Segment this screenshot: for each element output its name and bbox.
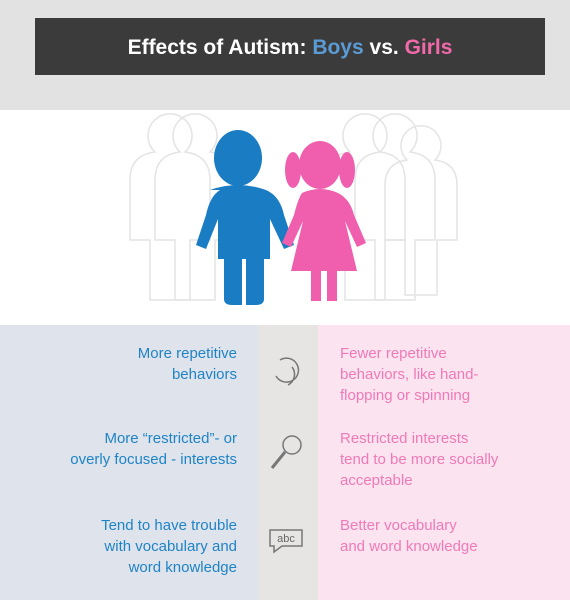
speech-icon <box>269 529 303 554</box>
repeat-icon <box>275 357 300 386</box>
title: Effects of Autism: Boys vs. Girls <box>128 36 453 59</box>
title-part: Effects of Autism: <box>128 36 307 59</box>
boys-text: More “restricted”- or <box>104 430 237 447</box>
boys-text: Tend to have trouble <box>101 517 237 534</box>
boy-silhouette <box>196 130 294 305</box>
magnifier-handle <box>270 451 287 469</box>
boys-text: More repetitive <box>138 345 237 362</box>
icons <box>269 357 303 554</box>
icon-text: abc <box>277 533 295 545</box>
boys-text: with vocabulary and <box>103 538 237 555</box>
title-boys: Boys <box>312 36 363 59</box>
boys-text: overly focused - interests <box>70 451 237 468</box>
girls-text: flopping or spinning <box>340 387 470 404</box>
illustration-band <box>0 110 570 325</box>
girls-text: Restricted interests <box>340 430 468 447</box>
boys-panel <box>0 325 258 600</box>
girls-text: and word knowledge <box>340 538 478 555</box>
girl-silhouette <box>282 141 366 301</box>
title-vs: vs. <box>370 36 399 59</box>
boys-text: word knowledge <box>128 559 237 576</box>
girls-text: tend to be more socially <box>340 451 499 468</box>
girls-panel <box>318 325 570 600</box>
title-bar <box>35 18 545 75</box>
magnifier-icon <box>282 435 302 455</box>
girls-text: Better vocabulary <box>340 517 457 534</box>
girls-text: acceptable <box>340 472 413 489</box>
girls-text: Fewer repetitive <box>340 345 447 362</box>
icon-panel <box>258 325 318 600</box>
title-girls: Girls <box>405 36 453 59</box>
boys-text: behaviors <box>172 366 237 383</box>
girls-text: behaviors, like hand- <box>340 366 478 383</box>
